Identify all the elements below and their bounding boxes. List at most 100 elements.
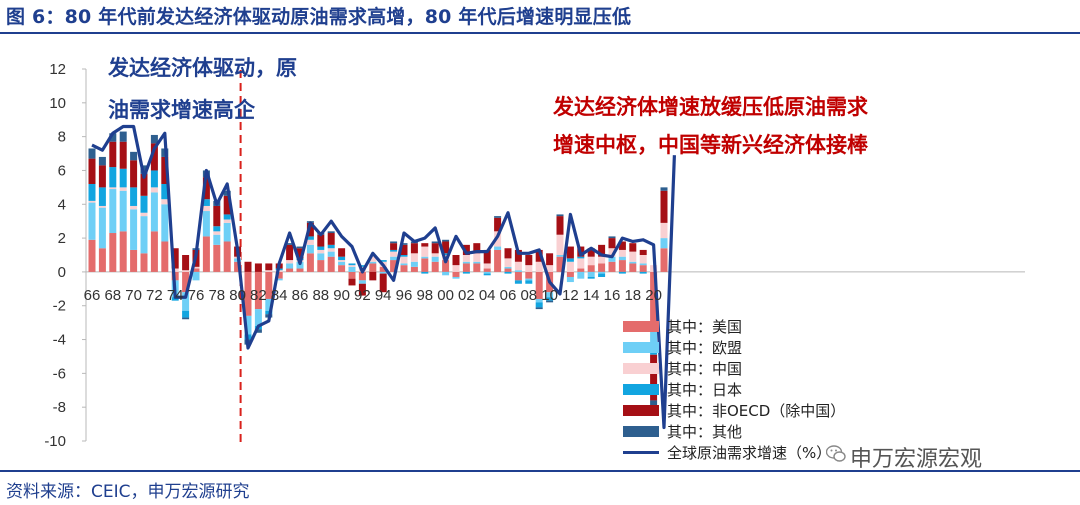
bar-japan <box>88 183 96 201</box>
bar-china <box>473 253 481 262</box>
bar-eu <box>140 216 148 254</box>
bar-eu <box>598 271 606 274</box>
bar-non_oecd <box>130 160 138 188</box>
bar-other <box>535 307 543 310</box>
bar-other <box>660 187 668 191</box>
bar-us <box>494 249 502 272</box>
bar-non_oecd <box>98 165 106 188</box>
bar-eu <box>202 211 210 237</box>
bar-other <box>98 156 106 166</box>
y-tick-label: 12 <box>49 61 66 78</box>
bar-japan <box>462 271 470 274</box>
bar-non_oecd <box>525 255 533 266</box>
bar-other <box>494 216 502 218</box>
bar-non_oecd <box>171 248 179 269</box>
legend-label: 其中：非OECD（除中国） <box>667 402 846 420</box>
bar-non_oecd <box>556 216 564 235</box>
bar-japan <box>379 260 387 262</box>
bar-other <box>296 246 304 249</box>
bar-us <box>598 263 606 272</box>
bar-us <box>234 261 242 272</box>
bar-us <box>161 241 169 272</box>
bar-us <box>286 268 294 272</box>
bar-non_oecd <box>182 255 190 271</box>
bar-eu <box>161 204 169 242</box>
bar-non_oecd <box>358 283 366 296</box>
bar-japan <box>598 273 606 277</box>
bar-china <box>150 187 158 193</box>
bar-eu <box>306 244 314 254</box>
bar-non_oecd <box>566 246 574 259</box>
bar-eu <box>504 266 512 269</box>
bar-eu <box>639 263 647 266</box>
bar-us <box>109 233 117 272</box>
bar-us <box>244 271 252 316</box>
bar-china <box>587 256 595 266</box>
bar-other <box>119 131 127 142</box>
bar-japan <box>577 256 585 259</box>
bar-eu <box>473 261 481 264</box>
bar-japan <box>566 258 574 262</box>
x-tick-label: 92 <box>354 287 371 304</box>
bar-non_oecd <box>400 244 408 255</box>
bar-eu <box>618 256 626 261</box>
bar-us <box>317 260 325 272</box>
bar-japan <box>400 255 408 257</box>
annotation-right-line1: 发达经济体增速放缓压低原油需求 <box>553 95 868 119</box>
bar-china <box>130 205 138 210</box>
bar-japan <box>140 195 148 213</box>
x-tick-label: 08 <box>520 287 537 304</box>
bar-japan <box>358 265 366 267</box>
bar-other <box>88 148 96 159</box>
bar-non_oecd <box>202 177 210 200</box>
bar-china <box>566 261 574 272</box>
bar-china <box>504 258 512 267</box>
bar-non_oecd <box>140 173 148 196</box>
bar-eu <box>317 253 325 261</box>
bar-non_oecd <box>213 205 221 227</box>
x-tick-label: 84 <box>271 287 288 304</box>
bar-eu <box>296 261 304 269</box>
bar-japan <box>525 280 533 284</box>
bar-other <box>150 134 158 144</box>
bar-non_oecd <box>462 244 470 255</box>
x-tick-label: 12 <box>562 287 579 304</box>
bar-china <box>462 255 470 262</box>
bar-china <box>452 265 460 272</box>
y-tick-label: 4 <box>58 196 66 213</box>
legend-swatch <box>623 405 659 416</box>
bar-china <box>556 234 564 255</box>
source-note: 资料来源：CEIC，申万宏源研究 <box>6 482 250 502</box>
bar-eu <box>660 238 668 249</box>
bar-non_oecd <box>629 243 637 252</box>
bar-us <box>275 271 283 279</box>
bar-japan <box>348 263 356 266</box>
bar-non_oecd <box>421 243 429 247</box>
bar-us <box>369 263 377 272</box>
bar-us <box>296 268 304 272</box>
bar-eu <box>410 261 418 267</box>
y-tick-label: -10 <box>44 433 66 450</box>
x-tick-label: 78 <box>208 287 225 304</box>
bar-eu <box>98 207 106 249</box>
bar-eu <box>275 278 283 281</box>
bar-us <box>348 271 356 279</box>
bar-japan <box>327 244 335 249</box>
bar-non_oecd <box>587 248 595 257</box>
bar-eu <box>494 246 502 250</box>
bar-us <box>379 266 387 272</box>
chart-bars <box>88 131 668 406</box>
bar-japan <box>442 253 450 255</box>
bar-china <box>608 248 616 257</box>
x-tick-label: 10 <box>541 287 558 304</box>
wechat-icon <box>826 445 846 462</box>
x-tick-label: 96 <box>396 287 413 304</box>
footer-divider <box>0 470 1080 472</box>
bar-eu <box>535 298 543 303</box>
bar-us <box>660 248 668 272</box>
bar-non_oecd <box>254 263 262 272</box>
bar-us <box>421 258 429 272</box>
x-tick-label: 18 <box>624 287 641 304</box>
x-tick-label: 90 <box>333 287 350 304</box>
